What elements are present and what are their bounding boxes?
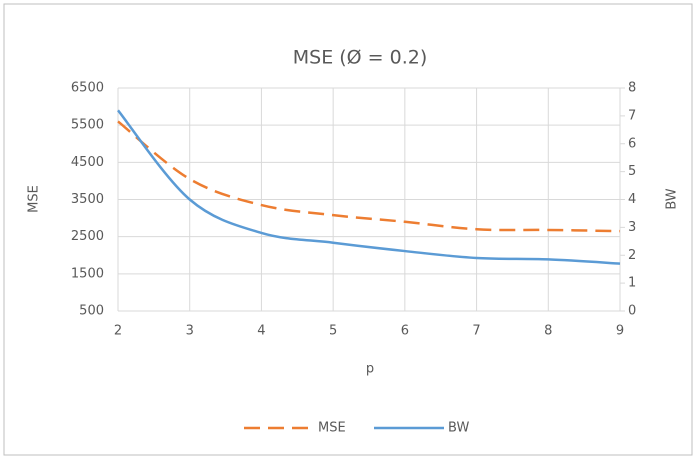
x-axis-label: p [366,362,374,377]
y-tick-label: 5500 [71,118,104,133]
legend-label: BW [448,421,469,436]
y-tick-label: 4500 [71,155,104,170]
chart-title: MSE (Ø = 0.2) [293,47,428,69]
y2-tick-label: 3 [628,220,636,235]
y2-tick-label: 2 [628,248,636,263]
y-tick-label: 3500 [71,192,104,207]
y-tick-label: 6500 [71,81,104,96]
x-tick-label: 3 [186,324,194,339]
x-tick-label: 8 [544,324,552,339]
y2-tick-label: 7 [628,108,636,123]
y2-tick-label: 6 [628,136,636,151]
y2-axis-label: BW [665,188,680,209]
y2-tick-label: 4 [628,192,636,207]
y2-tick-label: 8 [628,81,636,96]
x-tick-label: 2 [114,324,122,339]
x-tick-label: 9 [616,324,624,339]
y-tick-label: 1500 [71,266,104,281]
y-tick-label: 500 [79,304,104,319]
line-series [117,109,621,265]
x-tick-label: 6 [401,324,409,339]
legend-label: MSE [318,421,346,436]
y2-tick-label: 1 [628,276,636,291]
y2-tick-label: 5 [628,164,636,179]
y2-tick-label: 0 [628,304,636,319]
y-tick-label: 2500 [71,229,104,244]
x-tick-label: 7 [472,324,480,339]
line-series [117,120,621,233]
y-axis-label: MSE [27,185,42,213]
x-tick-label: 5 [329,324,337,339]
chart-border [3,3,693,456]
x-tick-label: 4 [257,324,265,339]
